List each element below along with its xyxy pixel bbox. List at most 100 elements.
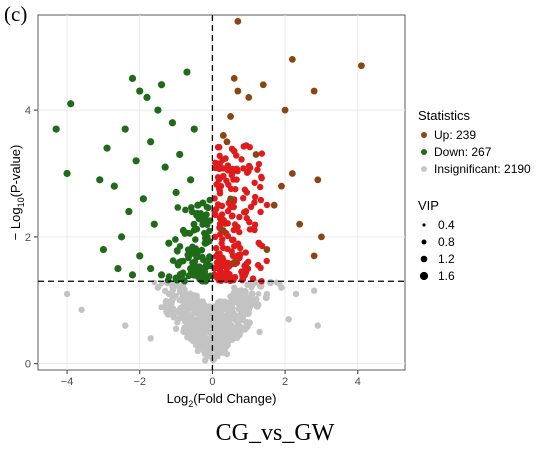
up-point bbox=[246, 143, 253, 151]
legend-vip-label-4: 1.6 bbox=[438, 269, 455, 283]
down-point bbox=[147, 138, 155, 146]
down-point bbox=[63, 169, 71, 178]
down-point bbox=[187, 176, 195, 184]
insignificant-point bbox=[214, 349, 221, 356]
down-point bbox=[165, 239, 173, 247]
x-axis-label-rest: (Fold Change) bbox=[193, 391, 276, 406]
down-point bbox=[103, 144, 111, 152]
insignificant-point bbox=[230, 335, 237, 341]
up-point bbox=[258, 150, 266, 157]
up-point bbox=[318, 233, 325, 241]
legend-down-swatch bbox=[421, 149, 427, 155]
up-point bbox=[230, 74, 238, 82]
insignificant-point bbox=[227, 309, 234, 317]
legend-up-swatch bbox=[421, 132, 427, 138]
insignificant-point bbox=[188, 304, 197, 312]
up-point bbox=[257, 208, 264, 216]
legend-statistics-title: Statistics bbox=[418, 108, 471, 123]
insignificant-point bbox=[255, 290, 262, 297]
up-point bbox=[219, 156, 226, 164]
down-point bbox=[197, 209, 205, 217]
insignificant-point bbox=[154, 284, 162, 291]
down-point bbox=[196, 263, 203, 270]
down-point bbox=[206, 227, 213, 235]
up-point bbox=[220, 260, 227, 267]
up-point bbox=[254, 261, 262, 269]
up-point bbox=[227, 195, 234, 203]
insignificant-point bbox=[186, 323, 194, 331]
up-point bbox=[228, 236, 236, 244]
insignificant-point bbox=[186, 318, 194, 326]
up-point bbox=[218, 240, 225, 247]
insignificant-point bbox=[190, 328, 198, 336]
y-axis-label: − Log10(P-value) bbox=[8, 145, 26, 241]
insignificant-point bbox=[212, 320, 221, 328]
up-point bbox=[258, 174, 265, 182]
significant-points bbox=[52, 17, 365, 285]
up-point bbox=[240, 194, 247, 202]
down-point bbox=[121, 125, 129, 133]
legend-vip-title: VIP bbox=[418, 198, 439, 213]
insignificant-point bbox=[147, 335, 154, 342]
up-point bbox=[244, 265, 252, 272]
down-point bbox=[199, 253, 206, 261]
up-point bbox=[230, 226, 237, 234]
x-axis-label-sub: 2 bbox=[188, 399, 193, 409]
up-point bbox=[227, 113, 234, 120]
insignificant-point bbox=[191, 309, 198, 317]
up-point bbox=[234, 17, 242, 25]
down-point bbox=[197, 271, 206, 279]
up-point bbox=[251, 221, 259, 228]
down-point bbox=[172, 188, 180, 197]
down-point bbox=[184, 251, 192, 259]
insignificant-points bbox=[63, 278, 321, 364]
down-point bbox=[201, 263, 209, 270]
down-point bbox=[143, 93, 151, 102]
up-point bbox=[242, 249, 249, 256]
down-point bbox=[165, 273, 173, 280]
down-point bbox=[192, 269, 199, 276]
up-point bbox=[232, 253, 240, 260]
insignificant-point bbox=[167, 300, 174, 308]
insignificant-point bbox=[186, 333, 193, 340]
down-point bbox=[205, 256, 212, 263]
down-point bbox=[150, 220, 158, 228]
up-point bbox=[231, 273, 239, 281]
up-point bbox=[288, 55, 296, 63]
up-point bbox=[243, 189, 251, 196]
legend-vip-size-4 bbox=[419, 271, 429, 281]
insignificant-point bbox=[205, 328, 212, 336]
down-point bbox=[67, 100, 75, 108]
down-point bbox=[195, 215, 203, 223]
legend-insignificant-swatch bbox=[421, 166, 427, 172]
insignificant-point bbox=[197, 339, 204, 346]
insignificant-point bbox=[175, 307, 181, 313]
down-point bbox=[168, 119, 177, 127]
insignificant-point bbox=[180, 328, 187, 335]
y-tick-label: 2 bbox=[25, 232, 31, 244]
down-point bbox=[172, 236, 179, 243]
x-tick-label: 4 bbox=[355, 376, 361, 388]
up-point bbox=[236, 244, 244, 252]
x-tick-label: −2 bbox=[133, 376, 146, 388]
insignificant-point bbox=[158, 304, 165, 311]
down-point bbox=[136, 87, 144, 95]
insignificant-point bbox=[191, 294, 198, 301]
insignificant-point bbox=[266, 278, 275, 287]
up-point bbox=[243, 169, 251, 176]
up-point bbox=[242, 208, 250, 215]
legend-up-label: Up: 239 bbox=[434, 128, 476, 142]
insignificant-point bbox=[249, 297, 256, 304]
down-point bbox=[96, 176, 104, 184]
up-point bbox=[214, 144, 222, 151]
up-point bbox=[230, 258, 238, 266]
legend-vip-label-2: 0.8 bbox=[438, 235, 455, 249]
down-point bbox=[132, 157, 140, 165]
insignificant-point bbox=[292, 290, 300, 298]
legend: Statistics Up: 239 Down: 267 Insignifica… bbox=[418, 108, 531, 283]
up-point bbox=[219, 227, 227, 234]
down-point bbox=[200, 229, 208, 237]
down-point bbox=[187, 264, 195, 273]
down-point bbox=[128, 74, 137, 82]
